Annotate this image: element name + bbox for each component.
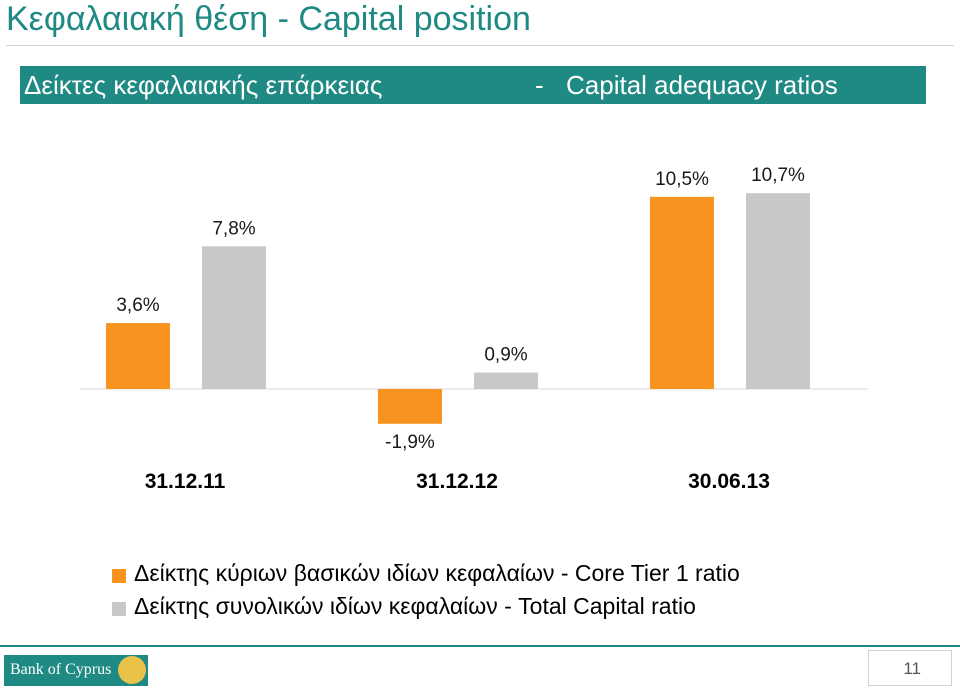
value-label-series0-cat1: -1,9%: [385, 432, 435, 453]
capital-ratios-chart: 3,6% -1,9% 10,5% 7,8% 0,9% 10,7% 31.12.11 31.12…: [80, 165, 868, 493]
bank-logo: Bank of Cyprus: [4, 655, 148, 686]
legend-label-core-tier1: Δείκτης κύριων βασικών ιδίων κεφαλαίων -…: [134, 560, 740, 586]
logo-wordmark: Bank of Cyprus: [10, 661, 112, 678]
section-heading-greek: Δείκτες κεφαλαιακής επάρκειας: [24, 70, 383, 100]
value-label-series1-cat2: 10,7%: [751, 165, 805, 186]
footer-divider: [0, 645, 960, 647]
value-label-series0-cat2: 10,5%: [655, 169, 709, 190]
legend-label-total-capital: Δείκτης συνολικών ιδίων κεφαλαίων - Tota…: [134, 593, 696, 619]
section-heading-separator: -: [535, 70, 544, 100]
section-heading-english: Capital adequacy ratios: [566, 70, 838, 100]
value-label-series0-cat0: 3,6%: [116, 295, 159, 316]
logo-emblem-icon: [118, 656, 146, 684]
title-divider: [6, 45, 954, 46]
value-label-series1-cat1: 0,9%: [484, 345, 527, 366]
category-label-2: 30.06.13: [688, 470, 770, 493]
page-number-box: 11: [868, 650, 952, 686]
bar-series1-cat2: [746, 193, 810, 389]
category-label-0: 31.12.11: [145, 470, 226, 493]
value-label-series1-cat0: 7,8%: [212, 218, 255, 239]
legend-swatch-total-capital: [112, 602, 126, 616]
bar-series1-cat1: [474, 372, 538, 389]
bar-series0-cat1: [378, 389, 442, 424]
category-label-1: 31.12.12: [416, 470, 498, 493]
bar-series0-cat2: [650, 196, 714, 389]
bar-series0-cat0: [106, 323, 170, 389]
page-title: Κεφαλαιακή θέση - Capital position: [6, 0, 531, 38]
section-banner: Δείκτες κεφαλαιακής επάρκειας - Capital …: [20, 66, 926, 104]
legend-swatch-core-tier1: [112, 569, 126, 583]
bar-series1-cat0: [202, 246, 266, 389]
page-number: 11: [903, 659, 921, 678]
